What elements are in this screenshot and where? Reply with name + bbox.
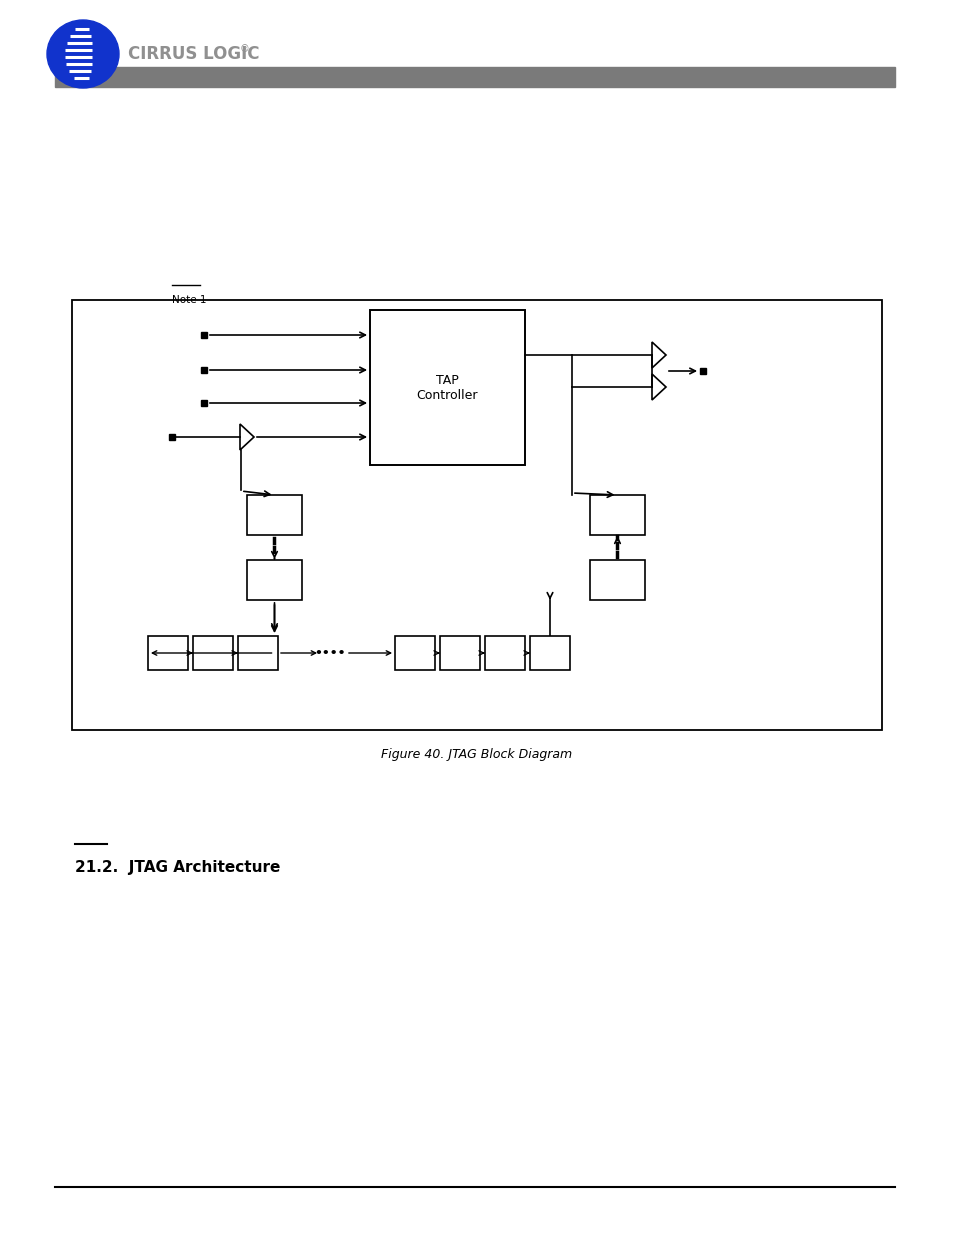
Bar (484, 636, 524, 671)
Bar (589, 495, 644, 535)
Bar (55, 67, 894, 86)
Text: ••••: •••• (314, 646, 345, 659)
Bar (700, 368, 705, 374)
Bar (148, 636, 188, 671)
Bar (247, 559, 302, 600)
Bar (395, 636, 435, 671)
Ellipse shape (47, 20, 119, 88)
Text: 21.2.  JTAG Architecture: 21.2. JTAG Architecture (75, 860, 280, 876)
Bar (201, 367, 207, 373)
Text: Note 1: Note 1 (172, 295, 206, 305)
Bar (169, 433, 174, 440)
Bar (370, 310, 524, 466)
Bar (530, 636, 569, 671)
Bar (201, 332, 207, 338)
Bar (589, 559, 644, 600)
Bar (439, 636, 479, 671)
Text: ®: ® (240, 44, 250, 54)
Bar (71, 300, 882, 730)
Bar (201, 400, 207, 406)
Bar (193, 636, 233, 671)
Text: TAP
Controller: TAP Controller (416, 373, 477, 401)
Text: Figure 40. JTAG Block Diagram: Figure 40. JTAG Block Diagram (381, 748, 572, 761)
Bar (247, 495, 302, 535)
Text: CIRRUS LOGIC: CIRRUS LOGIC (128, 44, 259, 63)
Bar (237, 636, 277, 671)
